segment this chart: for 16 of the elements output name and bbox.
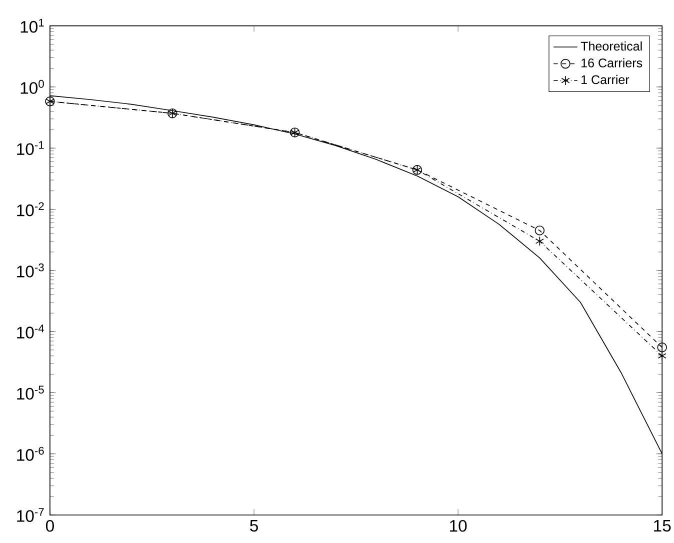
y-tick-label: 10$^{-4}$: [17, 324, 44, 338]
x-tick-label: 10: [450, 520, 467, 532]
legend-label: Theoretical: [580, 41, 642, 51]
y-tick-label: 10$^{1}$: [20, 18, 44, 33]
x-tick-label: 0: [46, 520, 54, 532]
legend-label: 1 Carrier: [582, 74, 630, 84]
y-tick-label: 10$^{-2}$: [17, 202, 44, 216]
legend-label: 16 Carriers: [582, 58, 642, 68]
x-tick-label: 15: [654, 520, 671, 532]
y-tick-label: 10$^{-1}$: [17, 141, 44, 155]
y-tick-label: 10$^{-6}$: [17, 446, 44, 461]
y-tick-label: 10$^{-3}$: [17, 263, 44, 278]
x-tick-label: 5: [250, 520, 258, 532]
y-tick-label: 10$^{0}$: [20, 80, 44, 94]
y-tick-label: 10$^{-5}$: [17, 386, 44, 400]
y-tick-label: 10$^{-7}$: [17, 508, 44, 522]
